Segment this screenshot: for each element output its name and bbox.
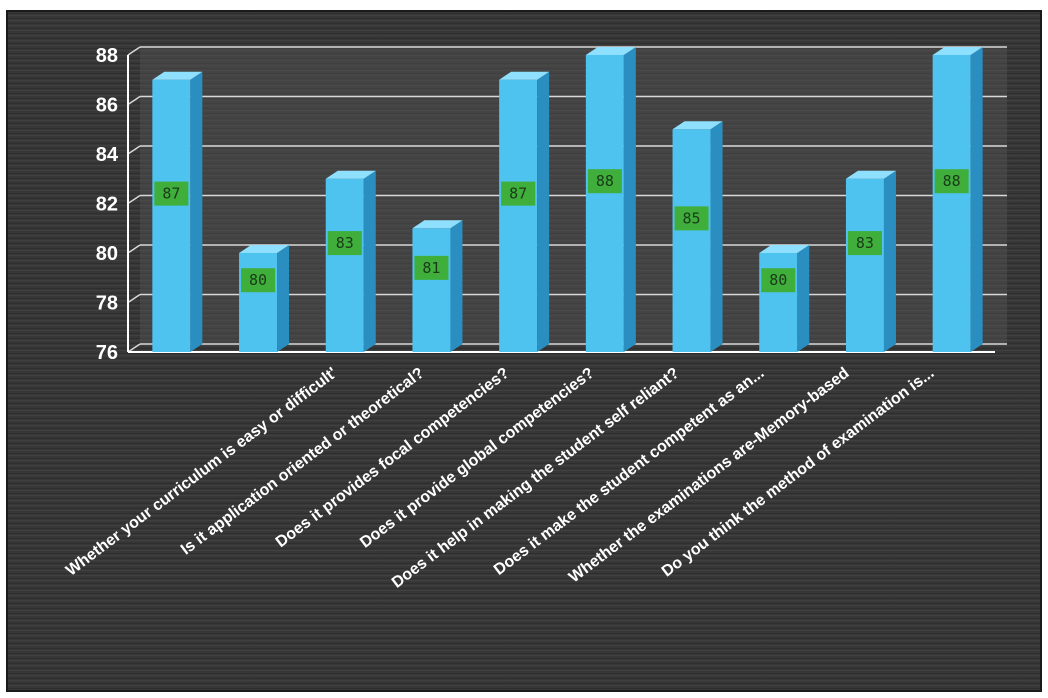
bar [759, 245, 810, 352]
bar [845, 170, 896, 352]
bar-front [759, 253, 798, 352]
y-tick-label: 88 [96, 45, 118, 67]
data-label-box [587, 169, 622, 194]
data-label: 83 [847, 231, 882, 256]
bar-front [845, 178, 884, 352]
gridline-depth [127, 293, 141, 304]
bar [239, 245, 290, 352]
gridline-depth [127, 46, 141, 56]
data-label-box [154, 181, 189, 206]
y-tick-label: 82 [96, 194, 118, 216]
data-label-text: 80 [249, 271, 267, 289]
bar-top [499, 71, 550, 80]
bar-top [152, 71, 203, 80]
bar-side [623, 47, 636, 352]
data-label: 88 [934, 169, 969, 194]
bar-top [325, 170, 376, 179]
bar-front [412, 228, 451, 352]
data-label-text: 87 [509, 185, 527, 203]
bar-top [585, 47, 636, 55]
data-label-box [414, 255, 449, 280]
bar-top [932, 47, 983, 55]
y-tick-label: 84 [96, 144, 119, 166]
bar [932, 47, 983, 352]
data-label-box [761, 268, 796, 293]
data-label-text: 85 [683, 209, 701, 227]
data-label-text: 83 [856, 234, 874, 252]
bar-side [710, 121, 723, 352]
bar [672, 121, 723, 352]
data-label-box [241, 268, 276, 293]
data-label-text: 88 [596, 172, 614, 190]
data-label-text: 87 [162, 185, 180, 203]
data-label-text: 88 [943, 172, 961, 190]
data-label: 83 [327, 231, 362, 256]
bar-side [797, 245, 810, 352]
y-tick-label: 80 [96, 243, 118, 265]
data-labels: 87 80 83 81 87 88 85 80 83 88 [154, 169, 969, 293]
bars [152, 47, 983, 352]
bar-side [537, 71, 550, 352]
data-label-text: 80 [769, 271, 787, 289]
x-category-label: Does it help in making the student self … [389, 365, 683, 592]
gridline-depth [127, 194, 141, 205]
bar-front [672, 129, 711, 352]
data-label-text: 81 [422, 259, 440, 277]
gridline-depth [127, 244, 141, 254]
bar-front [325, 178, 364, 352]
data-label: 81 [414, 255, 449, 280]
bar-side [450, 220, 463, 352]
bar [325, 170, 376, 352]
bar-side [363, 170, 376, 352]
bar-side [277, 245, 290, 352]
gridline-depth [127, 95, 141, 106]
data-label-text: 83 [336, 234, 354, 252]
data-label: 87 [154, 181, 189, 206]
data-label: 88 [587, 169, 622, 194]
bar-side [883, 170, 896, 352]
bar-front [152, 79, 191, 352]
bar-front [239, 253, 278, 352]
y-tick-label: 78 [96, 293, 118, 315]
bar-top [759, 245, 810, 253]
bar-top [239, 245, 290, 253]
bar-top [672, 121, 723, 130]
data-label-box [847, 231, 882, 256]
data-label: 80 [761, 268, 796, 293]
bar [412, 220, 463, 352]
data-label: 85 [674, 206, 709, 231]
data-label-box [674, 206, 709, 231]
data-label: 80 [241, 268, 276, 293]
bar-top [412, 220, 463, 229]
data-label-box [327, 231, 362, 256]
data-label-box [934, 169, 969, 194]
bar-front [585, 55, 624, 352]
data-label-box [501, 181, 536, 206]
bar [499, 71, 550, 352]
bar-front [499, 79, 538, 352]
bar [152, 71, 203, 352]
y-tick-label: 76 [96, 342, 118, 364]
gridline-depth [127, 145, 141, 155]
y-tick-label: 86 [96, 95, 118, 117]
data-label: 87 [501, 181, 536, 206]
bar-side [190, 71, 203, 352]
bar [585, 47, 636, 352]
bar-top [845, 170, 896, 179]
bar-front [932, 55, 971, 352]
x-axis: Whether your curriculum is easy or diffi… [63, 365, 937, 592]
gridline-depth [127, 343, 141, 353]
bar-side [970, 47, 983, 352]
